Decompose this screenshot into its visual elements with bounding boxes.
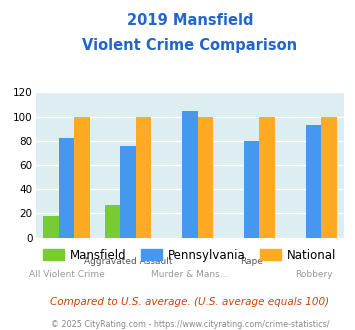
Bar <box>198 116 213 238</box>
Text: © 2025 CityRating.com - https://www.cityrating.com/crime-statistics/: © 2025 CityRating.com - https://www.city… <box>51 320 329 329</box>
Legend: Mansfield, Pennsylvania, National: Mansfield, Pennsylvania, National <box>38 244 342 266</box>
Text: Rape: Rape <box>240 257 263 266</box>
Text: Aggravated Assault: Aggravated Assault <box>84 257 173 266</box>
Bar <box>105 205 120 238</box>
Text: Murder & Mans...: Murder & Mans... <box>151 270 229 279</box>
Text: Compared to U.S. average. (U.S. average equals 100): Compared to U.S. average. (U.S. average … <box>50 297 329 307</box>
Bar <box>182 111 198 238</box>
Bar <box>43 216 59 238</box>
Bar <box>321 116 337 238</box>
Text: All Violent Crime: All Violent Crime <box>28 270 104 279</box>
Bar <box>260 116 275 238</box>
Text: 2019 Mansfield: 2019 Mansfield <box>127 13 253 28</box>
Bar <box>120 146 136 238</box>
Bar <box>244 141 260 238</box>
Text: Violent Crime Comparison: Violent Crime Comparison <box>82 38 297 53</box>
Bar <box>136 116 151 238</box>
Bar <box>59 138 74 238</box>
Bar <box>74 116 89 238</box>
Bar <box>306 125 321 238</box>
Text: Robbery: Robbery <box>295 270 332 279</box>
